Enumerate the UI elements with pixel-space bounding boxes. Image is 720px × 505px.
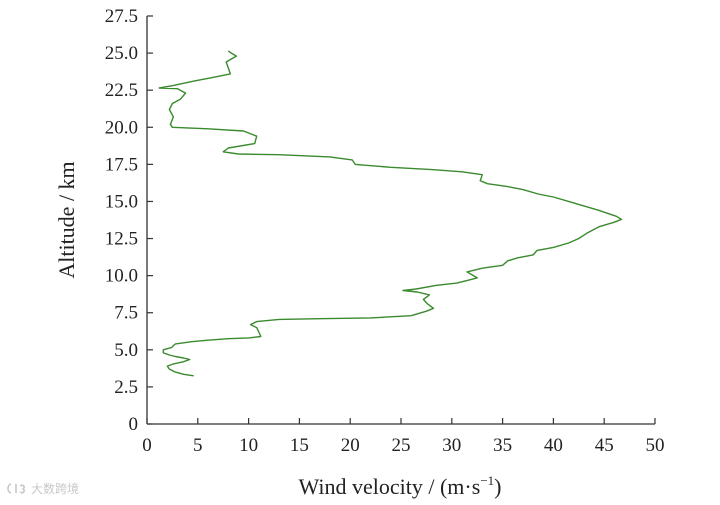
y-tick-label: 0	[129, 414, 139, 435]
y-tick-label: 7.5	[114, 303, 138, 324]
y-tick-label: 20.0	[105, 117, 138, 138]
y-tick-label: 2.5	[114, 377, 138, 398]
y-axis-title: Altitude / km	[54, 161, 79, 278]
x-tick-label: 5	[193, 435, 203, 456]
watermark: 大数跨境	[6, 480, 79, 497]
y-tick-label: 12.5	[105, 229, 138, 250]
y-tick-label: 25.0	[105, 43, 138, 64]
y-tick-label: 22.5	[105, 80, 138, 101]
x-tick-label: 10	[239, 435, 258, 456]
y-tick-label: 5.0	[114, 340, 138, 361]
x-tick-label: 15	[290, 435, 309, 456]
x-tick-label: 25	[392, 435, 411, 456]
y-tick-label: 17.5	[105, 154, 138, 175]
y-tick-label: 27.5	[105, 6, 138, 27]
x-tick-label: 35	[493, 435, 512, 456]
y-tick-label: 15.0	[105, 191, 138, 212]
series-line	[158, 50, 623, 377]
y-ticks: 0 2.5 5.0 7.5 10.0 12.5 15.0 17.5 20.0 22.5 25.0 27…	[105, 6, 153, 435]
x-tick-label: 30	[442, 435, 461, 456]
x-tick-label: 40	[544, 435, 563, 456]
x-tick-label: 20	[341, 435, 360, 456]
axes	[146, 16, 655, 425]
x-axis-title: Wind velocity / (m·s−1)	[299, 473, 502, 499]
x-tick-label: 0	[142, 435, 152, 456]
x-ticks: 0 5 10 15 20 25 30 35 40 45 50	[142, 418, 665, 456]
x-tick-label: 45	[595, 435, 614, 456]
watermark-logo-icon	[7, 483, 26, 494]
y-tick-label: 10.0	[105, 266, 138, 287]
x-tick-label: 50	[646, 435, 665, 456]
watermark-brand: 大数跨境	[31, 482, 80, 496]
